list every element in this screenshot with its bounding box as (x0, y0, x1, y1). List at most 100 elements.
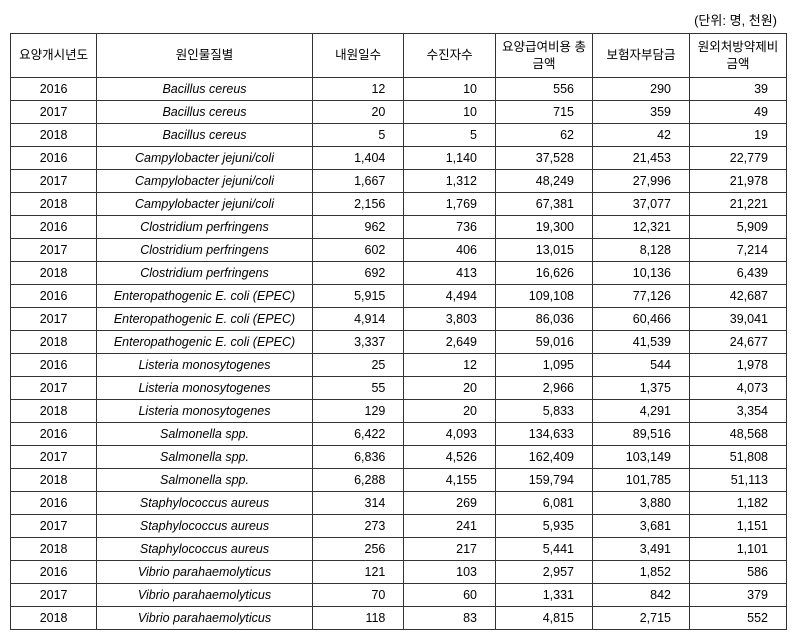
header-rx-cost: 원외처방약제비 금액 (689, 34, 786, 78)
cell-cause: Clostridium perfringens (97, 239, 313, 262)
cell-patients: 10 (404, 101, 496, 124)
cell-insurer-cost: 12,321 (592, 216, 689, 239)
cell-insurer-cost: 37,077 (592, 193, 689, 216)
cell-patients: 4,155 (404, 469, 496, 492)
table-row: 2016Campylobacter jejuni/coli1,4041,1403… (11, 147, 787, 170)
cell-total-cost: 62 (495, 124, 592, 147)
cell-insurer-cost: 359 (592, 101, 689, 124)
cell-insurer-cost: 10,136 (592, 262, 689, 285)
cell-cause: Vibrio parahaemolyticus (97, 584, 313, 607)
cell-patients: 4,494 (404, 285, 496, 308)
cell-rx-cost: 22,779 (689, 147, 786, 170)
header-patients: 수진자수 (404, 34, 496, 78)
cell-total-cost: 715 (495, 101, 592, 124)
cell-insurer-cost: 1,375 (592, 377, 689, 400)
cell-year: 2016 (11, 423, 97, 446)
cell-total-cost: 19,300 (495, 216, 592, 239)
cell-total-cost: 2,957 (495, 561, 592, 584)
cell-insurer-cost: 77,126 (592, 285, 689, 308)
table-row: 2018Vibrio parahaemolyticus118834,8152,7… (11, 607, 787, 630)
cell-visit-days: 129 (312, 400, 404, 423)
table-row: 2018Staphylococcus aureus2562175,4413,49… (11, 538, 787, 561)
cell-insurer-cost: 4,291 (592, 400, 689, 423)
table-row: 2018Enteropathogenic E. coli (EPEC)3,337… (11, 331, 787, 354)
cell-rx-cost: 39,041 (689, 308, 786, 331)
cell-visit-days: 6,422 (312, 423, 404, 446)
cell-cause: Listeria monosytogenes (97, 400, 313, 423)
cell-patients: 103 (404, 561, 496, 584)
cell-patients: 1,312 (404, 170, 496, 193)
cell-visit-days: 4,914 (312, 308, 404, 331)
cell-rx-cost: 21,221 (689, 193, 786, 216)
cell-rx-cost: 49 (689, 101, 786, 124)
cell-rx-cost: 3,354 (689, 400, 786, 423)
cell-patients: 4,526 (404, 446, 496, 469)
cell-patients: 3,803 (404, 308, 496, 331)
cell-year: 2016 (11, 285, 97, 308)
cell-rx-cost: 7,214 (689, 239, 786, 262)
cell-visit-days: 314 (312, 492, 404, 515)
cell-insurer-cost: 8,128 (592, 239, 689, 262)
cell-visit-days: 1,667 (312, 170, 404, 193)
cell-cause: Salmonella spp. (97, 446, 313, 469)
table-row: 2016Vibrio parahaemolyticus1211032,9571,… (11, 561, 787, 584)
cell-year: 2017 (11, 515, 97, 538)
cell-total-cost: 556 (495, 78, 592, 101)
cell-year: 2017 (11, 239, 97, 262)
cell-year: 2018 (11, 400, 97, 423)
cell-visit-days: 602 (312, 239, 404, 262)
cell-patients: 2,649 (404, 331, 496, 354)
cell-insurer-cost: 27,996 (592, 170, 689, 193)
table-row: 2017Bacillus cereus201071535949 (11, 101, 787, 124)
cell-rx-cost: 51,113 (689, 469, 786, 492)
cell-visit-days: 70 (312, 584, 404, 607)
cell-total-cost: 13,015 (495, 239, 592, 262)
cell-year: 2016 (11, 216, 97, 239)
cell-visit-days: 25 (312, 354, 404, 377)
cell-rx-cost: 21,978 (689, 170, 786, 193)
cell-year: 2017 (11, 170, 97, 193)
cell-total-cost: 109,108 (495, 285, 592, 308)
unit-label: (단위: 명, 천원) (10, 10, 787, 29)
cell-rx-cost: 6,439 (689, 262, 786, 285)
cell-visit-days: 5,915 (312, 285, 404, 308)
cell-year: 2018 (11, 193, 97, 216)
cell-year: 2018 (11, 469, 97, 492)
header-total-cost: 요양급여비용 총금액 (495, 34, 592, 78)
cell-total-cost: 5,833 (495, 400, 592, 423)
cell-patients: 83 (404, 607, 496, 630)
cell-year: 2017 (11, 446, 97, 469)
data-table: 요양개시년도 원인물질별 내원일수 수진자수 요양급여비용 총금액 보험자부담금… (10, 33, 787, 630)
cell-cause: Vibrio parahaemolyticus (97, 561, 313, 584)
cell-cause: Vibrio parahaemolyticus (97, 607, 313, 630)
cell-insurer-cost: 60,466 (592, 308, 689, 331)
table-row: 2016Salmonella spp.6,4224,093134,63389,5… (11, 423, 787, 446)
cell-total-cost: 1,331 (495, 584, 592, 607)
cell-year: 2018 (11, 262, 97, 285)
cell-insurer-cost: 3,681 (592, 515, 689, 538)
cell-total-cost: 5,935 (495, 515, 592, 538)
cell-patients: 60 (404, 584, 496, 607)
cell-patients: 241 (404, 515, 496, 538)
cell-year: 2016 (11, 561, 97, 584)
cell-total-cost: 1,095 (495, 354, 592, 377)
cell-insurer-cost: 101,785 (592, 469, 689, 492)
cell-total-cost: 162,409 (495, 446, 592, 469)
table-row: 2017Salmonella spp.6,8364,526162,409103,… (11, 446, 787, 469)
cell-patients: 20 (404, 377, 496, 400)
cell-year: 2016 (11, 147, 97, 170)
cell-patients: 413 (404, 262, 496, 285)
cell-insurer-cost: 2,715 (592, 607, 689, 630)
cell-cause: Salmonella spp. (97, 423, 313, 446)
cell-cause: Enteropathogenic E. coli (EPEC) (97, 331, 313, 354)
table-row: 2017Listeria monosytogenes55202,9661,375… (11, 377, 787, 400)
cell-cause: Salmonella spp. (97, 469, 313, 492)
table-row: 2018Listeria monosytogenes129205,8334,29… (11, 400, 787, 423)
cell-total-cost: 67,381 (495, 193, 592, 216)
cell-cause: Campylobacter jejuni/coli (97, 147, 313, 170)
table-row: 2017Clostridium perfringens60240613,0158… (11, 239, 787, 262)
table-row: 2017Vibrio parahaemolyticus70601,3318423… (11, 584, 787, 607)
header-year: 요양개시년도 (11, 34, 97, 78)
cell-total-cost: 4,815 (495, 607, 592, 630)
cell-patients: 20 (404, 400, 496, 423)
